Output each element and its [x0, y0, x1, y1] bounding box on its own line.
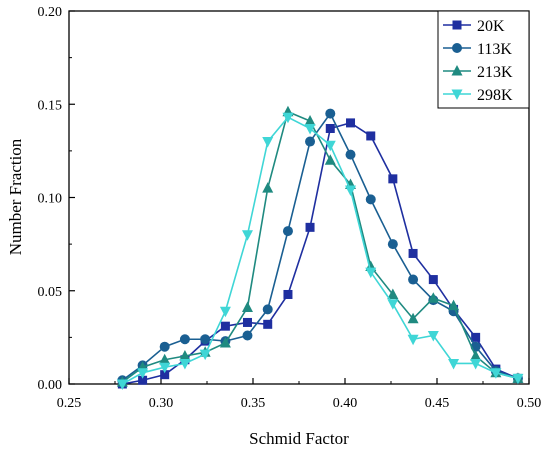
y-tick-label: 0.10	[38, 192, 63, 207]
data-point	[388, 174, 398, 184]
data-point	[512, 373, 524, 385]
x-axis-title: Schmid Factor	[249, 429, 349, 448]
x-tick-label: 0.25	[57, 396, 82, 411]
data-point	[282, 112, 294, 124]
legend: 20K 113K 213K 298K	[437, 10, 530, 109]
data-point	[262, 182, 274, 193]
x-tick-label: 0.35	[241, 396, 266, 411]
y-tick-label: 0.15	[38, 98, 63, 113]
data-point	[241, 230, 253, 241]
series-line	[121, 110, 519, 383]
data-point	[366, 131, 376, 141]
data-point	[219, 336, 231, 348]
data-point	[427, 331, 439, 342]
data-point	[283, 289, 293, 299]
data-point	[325, 108, 336, 119]
data-point	[199, 349, 211, 361]
series-20K	[117, 118, 523, 389]
legend-marker	[451, 89, 463, 100]
data-point	[116, 379, 128, 390]
data-point	[365, 267, 377, 279]
legend-item: 213K	[443, 64, 513, 81]
data-point	[428, 275, 438, 285]
legend-label: 20K	[477, 18, 505, 35]
data-point	[304, 123, 316, 135]
data-point	[137, 368, 149, 379]
data-point	[325, 123, 335, 133]
series-layer	[116, 105, 524, 390]
legend-label: 298K	[477, 87, 513, 104]
data-point	[470, 358, 482, 370]
data-point	[470, 350, 482, 361]
data-point	[408, 248, 418, 258]
data-point	[219, 306, 231, 318]
legend-marker	[451, 65, 463, 76]
data-point	[220, 321, 230, 331]
data-point	[138, 375, 148, 385]
data-point	[490, 368, 502, 379]
series-line	[121, 116, 519, 385]
y-tick-label: 0.05	[38, 285, 63, 300]
data-point	[179, 334, 190, 345]
data-point	[365, 194, 376, 205]
data-point	[305, 222, 315, 232]
legend-item: 298K	[443, 87, 513, 104]
data-point	[200, 334, 211, 345]
data-point	[159, 341, 170, 352]
data-point	[427, 292, 439, 303]
data-point	[159, 353, 171, 365]
data-point	[387, 288, 399, 299]
series-113K	[117, 108, 523, 386]
data-point	[262, 137, 274, 148]
data-point	[263, 319, 273, 329]
data-point	[160, 370, 170, 380]
data-point	[471, 332, 481, 342]
data-point	[345, 149, 356, 160]
series-213K	[116, 105, 524, 387]
data-point	[179, 350, 191, 361]
y-tick-label: 0.20	[38, 5, 63, 20]
data-point	[324, 140, 336, 152]
data-point	[387, 239, 398, 250]
x-tick-label: 0.45	[425, 396, 450, 411]
data-point	[345, 185, 357, 197]
legend-marker	[452, 43, 462, 53]
data-point	[407, 312, 419, 324]
data-point	[448, 299, 460, 311]
data-point	[241, 301, 253, 313]
legend-label: 213K	[477, 64, 513, 81]
data-point	[304, 115, 316, 126]
x-tick-label: 0.50	[517, 396, 542, 411]
legend-label: 113K	[477, 41, 512, 58]
data-point	[179, 358, 191, 370]
y-tick-label: 0.00	[38, 378, 63, 393]
data-point	[242, 317, 252, 327]
data-point	[242, 330, 253, 341]
legend-marker	[452, 20, 462, 30]
y-axis-title: Number Fraction	[6, 138, 25, 255]
legend-item: 113K	[443, 41, 512, 58]
data-point	[407, 334, 419, 346]
data-point	[324, 154, 336, 165]
data-point	[387, 299, 399, 310]
data-point	[408, 274, 419, 285]
data-point	[346, 118, 356, 128]
axis-ticks	[68, 10, 530, 385]
data-point	[448, 358, 460, 370]
series-line	[122, 122, 519, 385]
tick-labels: 0.25 0.30 0.35 0.40 0.45 0.50 0.00 0.05 0.10 0.15…	[38, 5, 542, 411]
series-298K	[116, 112, 524, 390]
data-point	[159, 362, 171, 374]
data-point	[305, 136, 316, 147]
legend-item: 20K	[443, 18, 505, 35]
data-point	[262, 304, 273, 315]
x-tick-label: 0.30	[149, 396, 174, 411]
data-point	[282, 226, 293, 237]
x-tick-label: 0.40	[333, 396, 358, 411]
